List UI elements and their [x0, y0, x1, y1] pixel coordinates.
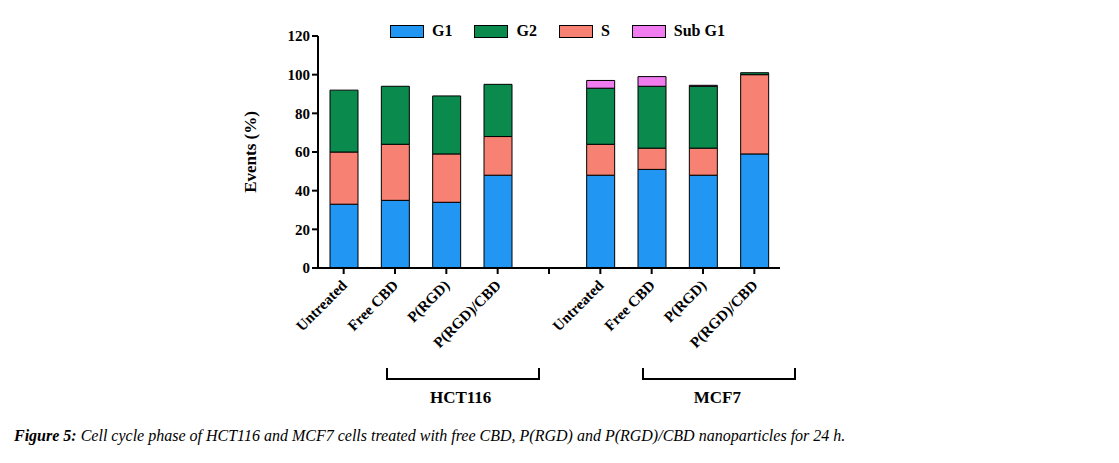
- svg-text:Free CBD: Free CBD: [345, 277, 402, 334]
- svg-text:Free CBD: Free CBD: [601, 277, 658, 334]
- svg-text:Untreated: Untreated: [550, 277, 608, 335]
- svg-text:60: 60: [295, 144, 310, 160]
- svg-text:120: 120: [288, 28, 311, 44]
- svg-text:80: 80: [295, 106, 310, 122]
- svg-text:100: 100: [288, 67, 311, 83]
- html-text:Figure 5: Cell cycle phase of: Figure 5: Cell cycle phase of HCT116 and…: [14, 427, 846, 444]
- html-text:MCF7: MCF7: [693, 388, 741, 407]
- html-text:Sub G1: Sub G1: [673, 22, 725, 39]
- html-text:HCT116: HCT116: [430, 388, 492, 407]
- html-text:S: S: [600, 22, 610, 39]
- svg-text:P(RGD): P(RGD): [661, 277, 710, 326]
- svg-text:Events (%): Events (%): [241, 111, 260, 193]
- html-text:G2: G2: [516, 22, 537, 39]
- svg-text:P(RGD)/CBD: P(RGD)/CBD: [430, 277, 505, 352]
- html-text:G1: G1: [432, 22, 453, 39]
- svg-text:20: 20: [295, 222, 310, 238]
- svg-text:40: 40: [295, 183, 310, 199]
- svg-text:P(RGD): P(RGD): [404, 277, 453, 326]
- svg-text:Untreated: Untreated: [293, 277, 351, 335]
- svg-text:0: 0: [303, 260, 311, 276]
- svg-text:P(RGD)/CBD: P(RGD)/CBD: [687, 277, 762, 352]
